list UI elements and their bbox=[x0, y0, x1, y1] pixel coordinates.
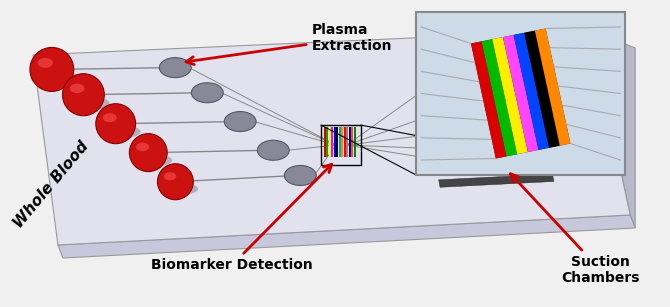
Polygon shape bbox=[471, 41, 507, 158]
Polygon shape bbox=[336, 127, 338, 157]
Polygon shape bbox=[590, 30, 635, 228]
Polygon shape bbox=[344, 127, 346, 157]
Circle shape bbox=[157, 164, 194, 200]
Text: Whole Blood: Whole Blood bbox=[11, 139, 91, 231]
Polygon shape bbox=[334, 127, 336, 157]
Ellipse shape bbox=[159, 58, 191, 78]
Ellipse shape bbox=[257, 140, 289, 160]
Polygon shape bbox=[329, 127, 330, 157]
Ellipse shape bbox=[192, 83, 223, 103]
Polygon shape bbox=[444, 84, 557, 93]
Polygon shape bbox=[351, 127, 353, 157]
Polygon shape bbox=[348, 127, 350, 157]
Polygon shape bbox=[443, 107, 557, 117]
Circle shape bbox=[30, 48, 74, 91]
Polygon shape bbox=[514, 33, 549, 150]
Ellipse shape bbox=[70, 84, 84, 93]
Ellipse shape bbox=[131, 154, 172, 167]
Text: Suction
Chambers: Suction Chambers bbox=[511, 174, 640, 285]
Polygon shape bbox=[439, 174, 554, 187]
Polygon shape bbox=[492, 37, 528, 154]
Polygon shape bbox=[341, 127, 343, 157]
Ellipse shape bbox=[159, 183, 198, 195]
Ellipse shape bbox=[103, 113, 117, 122]
Polygon shape bbox=[503, 35, 539, 152]
Circle shape bbox=[62, 74, 105, 116]
Ellipse shape bbox=[38, 58, 53, 68]
Polygon shape bbox=[482, 39, 517, 156]
Polygon shape bbox=[58, 215, 635, 258]
Polygon shape bbox=[326, 127, 328, 157]
Ellipse shape bbox=[64, 96, 109, 111]
Circle shape bbox=[129, 134, 168, 172]
Polygon shape bbox=[331, 127, 333, 157]
Polygon shape bbox=[354, 127, 356, 157]
Polygon shape bbox=[346, 127, 348, 157]
Ellipse shape bbox=[136, 143, 149, 151]
FancyBboxPatch shape bbox=[416, 12, 625, 175]
Ellipse shape bbox=[284, 165, 316, 185]
Polygon shape bbox=[442, 129, 556, 142]
Ellipse shape bbox=[224, 111, 256, 132]
Polygon shape bbox=[440, 151, 555, 165]
Polygon shape bbox=[471, 29, 570, 158]
Text: Plasma
Extraction: Plasma Extraction bbox=[186, 23, 392, 64]
Polygon shape bbox=[535, 29, 570, 146]
Ellipse shape bbox=[96, 125, 141, 139]
Text: Biomarker Detection: Biomarker Detection bbox=[151, 164, 332, 272]
Polygon shape bbox=[33, 30, 630, 245]
Ellipse shape bbox=[163, 172, 176, 181]
Circle shape bbox=[96, 104, 135, 144]
Polygon shape bbox=[324, 127, 326, 157]
Ellipse shape bbox=[31, 71, 79, 86]
Polygon shape bbox=[524, 31, 560, 148]
Polygon shape bbox=[338, 127, 340, 157]
